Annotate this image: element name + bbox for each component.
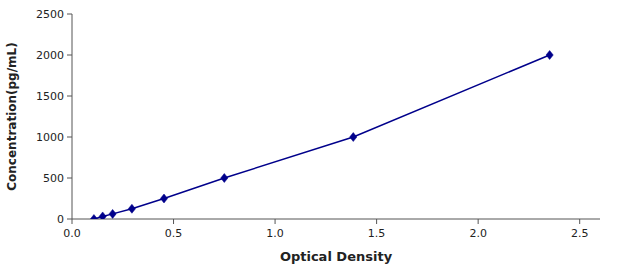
x-tick-label: 0.0 [63, 227, 81, 240]
data-point [546, 51, 553, 60]
x-tick-label: 1.5 [368, 227, 386, 240]
y-tick-label: 2000 [36, 49, 64, 62]
data-point [160, 194, 167, 203]
data-point [350, 133, 357, 142]
y-tick-label: 1500 [36, 90, 64, 103]
data-point [109, 209, 116, 218]
x-tick-label: 0.5 [165, 227, 183, 240]
axes: 0.0 0.5 1.0 1.5 2.0 2.5 0 500 1000 1500 2000 2500 [36, 8, 600, 240]
y-axis-line [72, 14, 73, 219]
y-tick-label: 2500 [36, 8, 64, 21]
x-tick-label: 2.5 [571, 227, 589, 240]
y-tick [67, 14, 72, 15]
x-tick [173, 219, 174, 224]
x-tick [72, 219, 73, 224]
y-tick [67, 55, 72, 56]
plot-data [90, 51, 553, 220]
y-tick [67, 96, 72, 97]
y-tick [67, 178, 72, 179]
y-tick-label: 0 [57, 213, 64, 226]
x-tick [478, 219, 479, 224]
data-point [221, 174, 228, 183]
data-point [99, 212, 106, 219]
x-axis-label: Optical Density [280, 249, 393, 264]
x-tick-label: 1.0 [266, 227, 284, 240]
data-line [94, 55, 550, 219]
x-tick-label: 2.0 [469, 227, 487, 240]
data-point [90, 215, 97, 220]
chart: 0.0 0.5 1.0 1.5 2.0 2.5 0 500 1000 1500 2000 2500 Op… [0, 0, 618, 271]
y-tick-label: 500 [43, 172, 64, 185]
chart-container: 0.0 0.5 1.0 1.5 2.0 2.5 0 500 1000 1500 2000 2500 Op… [0, 0, 618, 271]
data-point [128, 204, 135, 213]
y-tick [67, 137, 72, 138]
x-tick [275, 219, 276, 224]
x-axis-line [72, 219, 600, 220]
y-tick-label: 1000 [36, 131, 64, 144]
x-tick [376, 219, 377, 224]
y-tick [67, 219, 72, 220]
y-axis-label: Concentration(pg/mL) [5, 42, 19, 190]
x-tick [579, 219, 580, 224]
